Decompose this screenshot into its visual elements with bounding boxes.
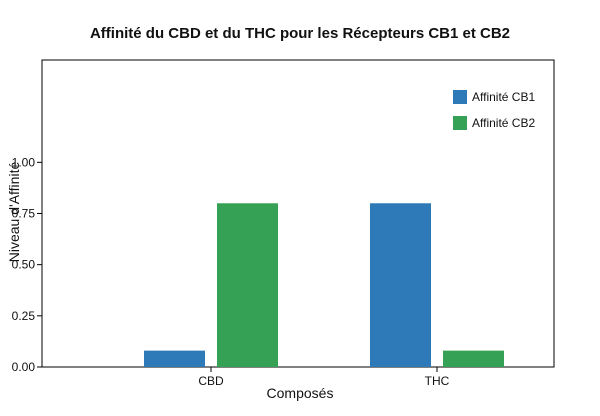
bar-cbd-cb1 [144, 350, 205, 367]
y-tick-label: 0.00 [12, 360, 36, 374]
legend-swatch [453, 90, 467, 104]
y-axis-label: Niveau d'Affinité [6, 162, 22, 263]
bar-cbd-cb2 [217, 203, 278, 367]
legend-label: Affinité CB2 [472, 116, 535, 130]
y-axis: 0.00 0.25 0.50 0.75 1.00 [12, 155, 42, 374]
y-tick-label: 0.25 [12, 309, 36, 323]
y-tick-label: 0.50 [12, 258, 36, 272]
legend: Affinité CB1 Affinité CB2 [453, 90, 535, 130]
bar-thc-cb2 [443, 350, 504, 367]
x-axis-label: Composés [267, 385, 334, 401]
bars [144, 203, 504, 367]
x-tick-label: CBD [198, 374, 224, 388]
legend-label: Affinité CB1 [472, 90, 535, 104]
y-tick-label: 0.75 [12, 207, 36, 221]
y-tick-label: 1.00 [12, 155, 36, 169]
x-tick-label: THC [425, 374, 450, 388]
bar-thc-cb1 [370, 203, 431, 367]
chart-title: Affinité du CBD et du THC pour les Récep… [90, 25, 510, 42]
x-axis: CBD THC [198, 367, 450, 388]
legend-swatch [453, 116, 467, 130]
plot-area [41, 59, 555, 368]
